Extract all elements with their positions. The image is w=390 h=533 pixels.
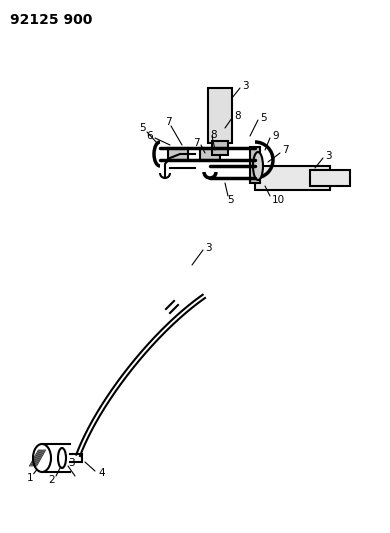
- Bar: [200, 148, 220, 160]
- Text: 10: 10: [272, 195, 285, 205]
- Text: 7: 7: [165, 117, 171, 127]
- Text: 6: 6: [147, 131, 153, 141]
- Text: 5: 5: [139, 123, 145, 133]
- Bar: [208, 88, 232, 143]
- Bar: [250, 147, 260, 183]
- Text: 7: 7: [282, 145, 289, 155]
- Text: 4: 4: [98, 468, 105, 478]
- Text: 3: 3: [242, 81, 249, 91]
- Text: 5: 5: [260, 113, 267, 123]
- Bar: [255, 166, 330, 190]
- Text: 5: 5: [227, 195, 233, 205]
- Text: 3: 3: [205, 243, 212, 253]
- Text: 3: 3: [325, 151, 332, 161]
- Bar: [212, 141, 228, 155]
- Text: 7: 7: [193, 138, 200, 148]
- Text: 8: 8: [210, 130, 216, 140]
- Text: 92125 900: 92125 900: [10, 13, 92, 27]
- Text: 2: 2: [49, 475, 55, 485]
- Text: 1: 1: [27, 473, 33, 483]
- Ellipse shape: [253, 152, 263, 180]
- Bar: [310, 170, 350, 186]
- Text: 9: 9: [272, 131, 278, 141]
- Text: 8: 8: [234, 111, 241, 121]
- Text: 3: 3: [68, 458, 74, 468]
- Bar: [168, 148, 188, 160]
